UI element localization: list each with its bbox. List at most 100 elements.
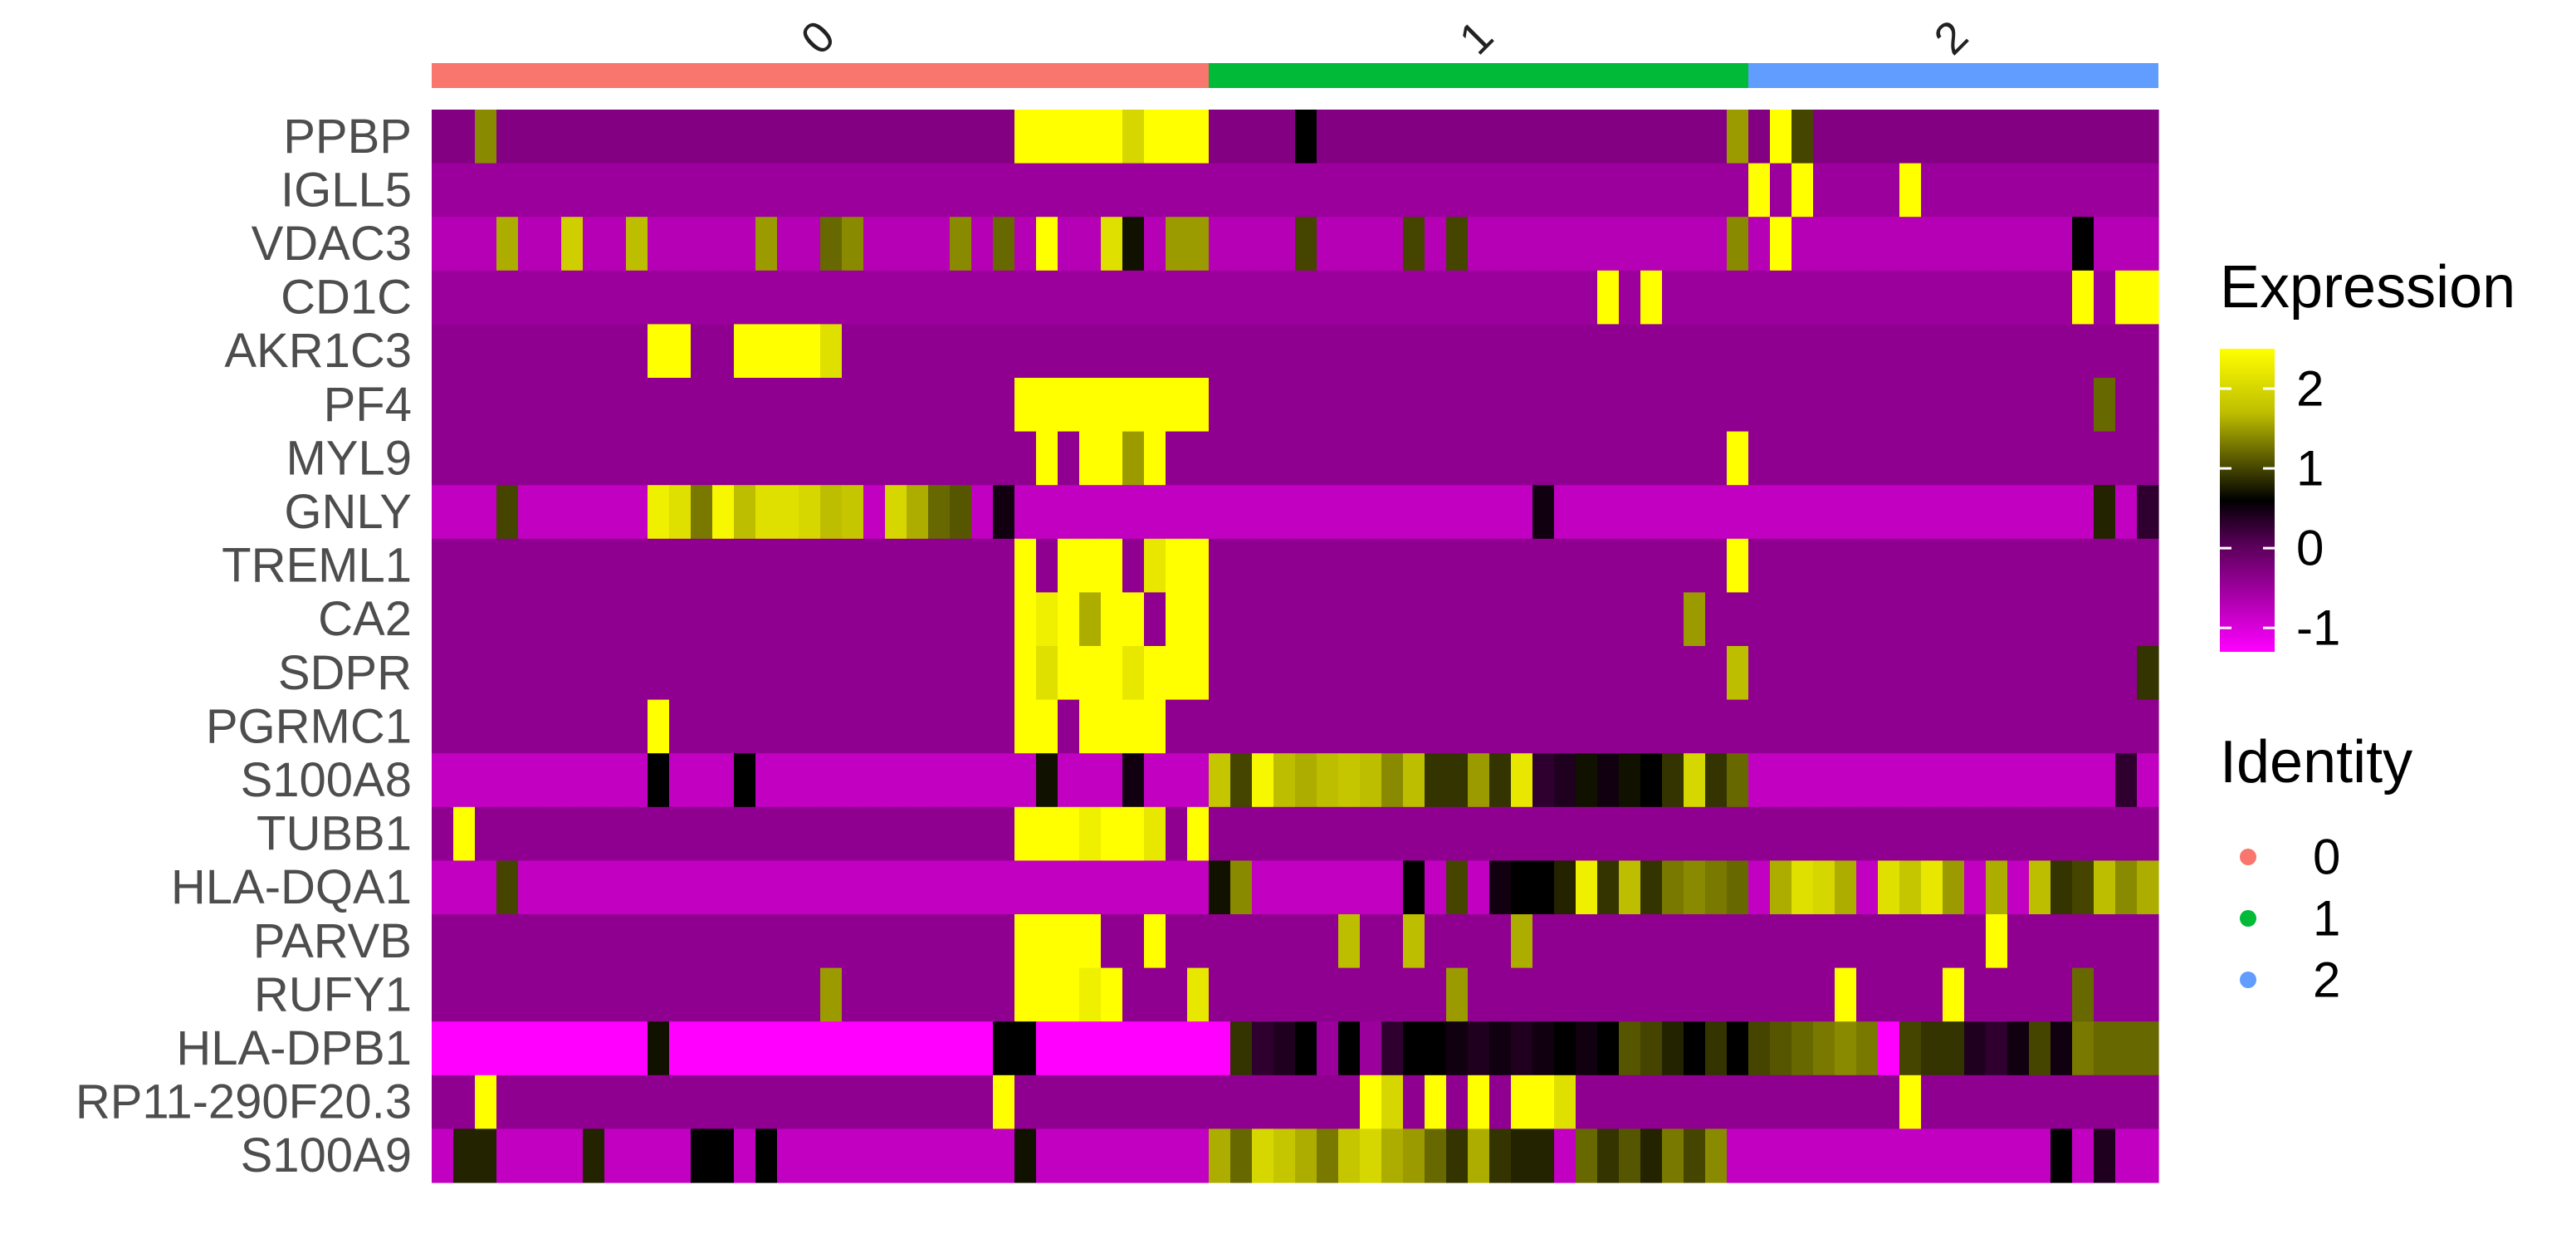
heatmap-cell — [1986, 110, 2008, 164]
heatmap-cell — [1748, 914, 1771, 969]
heatmap-row-SDPR — [432, 646, 2159, 701]
heatmap-cell — [1770, 753, 1792, 808]
heatmap-cell — [777, 1128, 799, 1183]
heatmap-cell — [1338, 431, 1361, 486]
heatmap-cell — [1899, 592, 1922, 647]
heatmap-cell — [1101, 163, 1123, 218]
heatmap-cell — [2029, 753, 2051, 808]
heatmap-cell — [1576, 324, 1598, 379]
heatmap-cell — [1986, 217, 2008, 272]
heatmap-cell — [1662, 538, 1684, 593]
heatmap-cell — [1791, 699, 1814, 754]
heatmap-cell — [691, 967, 713, 1022]
heatmap-cell — [1597, 378, 1620, 433]
heatmap-cell — [1921, 806, 1943, 861]
heatmap-cell — [1921, 699, 1943, 754]
heatmap-cell — [540, 538, 562, 593]
heatmap-cell — [669, 324, 692, 379]
heatmap-cell — [1813, 324, 1835, 379]
heatmap-cell — [777, 860, 799, 915]
heatmap-cell — [1921, 753, 1943, 808]
heatmap-cell — [2115, 699, 2138, 754]
heatmap-cell — [475, 592, 497, 647]
heatmap-cell — [777, 592, 799, 647]
heatmap-cell — [1748, 1074, 1771, 1129]
heatmap-cell — [583, 217, 605, 272]
heatmap-cell — [1252, 378, 1274, 433]
heatmap-cell — [799, 485, 821, 540]
heatmap-cell — [1014, 485, 1037, 540]
heatmap-cell — [1446, 753, 1469, 808]
heatmap-cell — [1273, 1021, 1296, 1076]
heatmap-cell — [820, 431, 843, 486]
heatmap-cell — [950, 324, 972, 379]
heatmap-cell — [2137, 324, 2159, 379]
heatmap-cell — [1295, 592, 1317, 647]
heatmap-cell — [1360, 806, 1382, 861]
heatmap-cell — [1468, 538, 1490, 593]
heatmap-row-VDAC3 — [432, 217, 2159, 272]
heatmap-cell — [1101, 914, 1123, 969]
heatmap-cell — [2051, 538, 2073, 593]
heatmap-cell — [1511, 646, 1533, 701]
heatmap-cell — [453, 646, 476, 701]
heatmap-cell — [1273, 967, 1296, 1022]
heatmap-cell — [1166, 217, 1188, 272]
heatmap-cell — [1856, 914, 1879, 969]
heatmap-cell — [1295, 270, 1317, 325]
heatmap-cell — [993, 270, 1015, 325]
heatmap-cell — [1209, 163, 1231, 218]
heatmap-cell — [1662, 378, 1684, 433]
heatmap-cell — [1360, 110, 1382, 164]
heatmap-cell — [1791, 217, 1814, 272]
heatmap-cell — [2007, 110, 2030, 164]
heatmap-cell — [1425, 1128, 1447, 1183]
heatmap-cell — [691, 538, 713, 593]
heatmap-cell — [1036, 967, 1058, 1022]
heatmap-cell — [518, 110, 540, 164]
heatmap-cell — [1381, 217, 1404, 272]
heatmap-cell — [1511, 485, 1533, 540]
heatmap-cell — [1705, 592, 1728, 647]
heatmap-cell — [1122, 914, 1145, 969]
heatmap-cell — [475, 699, 497, 754]
gene-label: TREML1 — [222, 539, 412, 593]
heatmap-cell — [669, 1074, 692, 1129]
heatmap-cell — [1446, 1021, 1469, 1076]
heatmap-cell — [583, 485, 605, 540]
heatmap-cell — [1511, 967, 1533, 1022]
heatmap-cell — [1252, 324, 1274, 379]
heatmap-cell — [993, 1021, 1015, 1076]
heatmap-cell — [1273, 914, 1296, 969]
heatmap-cell — [561, 1128, 584, 1183]
heatmap-cell — [1252, 1074, 1274, 1129]
heatmap-cell — [1532, 431, 1555, 486]
heatmap-cell — [2115, 592, 2138, 647]
heatmap-cell — [2007, 592, 2030, 647]
heatmap-cell — [453, 163, 476, 218]
heatmap-cell — [604, 592, 627, 647]
heatmap-cell — [907, 806, 929, 861]
heatmap-cell — [1317, 1021, 1339, 1076]
heatmap-cell — [1921, 110, 1943, 164]
heatmap-cell — [2137, 431, 2159, 486]
heatmap-cell — [2094, 592, 2116, 647]
heatmap-cell — [1964, 1021, 1987, 1076]
heatmap-cell — [1036, 163, 1058, 218]
heatmap-cell — [1597, 110, 1620, 164]
heatmap-cell — [1727, 806, 1749, 861]
heatmap-cell — [1187, 431, 1210, 486]
heatmap-cell — [1187, 699, 1210, 754]
heatmap-cell — [1748, 592, 1771, 647]
heatmap-cell — [2094, 1128, 2116, 1183]
heatmap-cell — [885, 431, 907, 486]
heatmap-cell — [1878, 110, 1900, 164]
heatmap-cell — [1317, 378, 1339, 433]
heatmap-cell — [1101, 699, 1123, 754]
heatmap-cell — [1943, 1074, 1965, 1129]
heatmap-cell — [1964, 163, 1987, 218]
heatmap-cell — [1036, 1074, 1058, 1129]
heatmap-cell — [1554, 485, 1576, 540]
heatmap-cell — [1468, 806, 1490, 861]
heatmap-cell — [1878, 753, 1900, 808]
